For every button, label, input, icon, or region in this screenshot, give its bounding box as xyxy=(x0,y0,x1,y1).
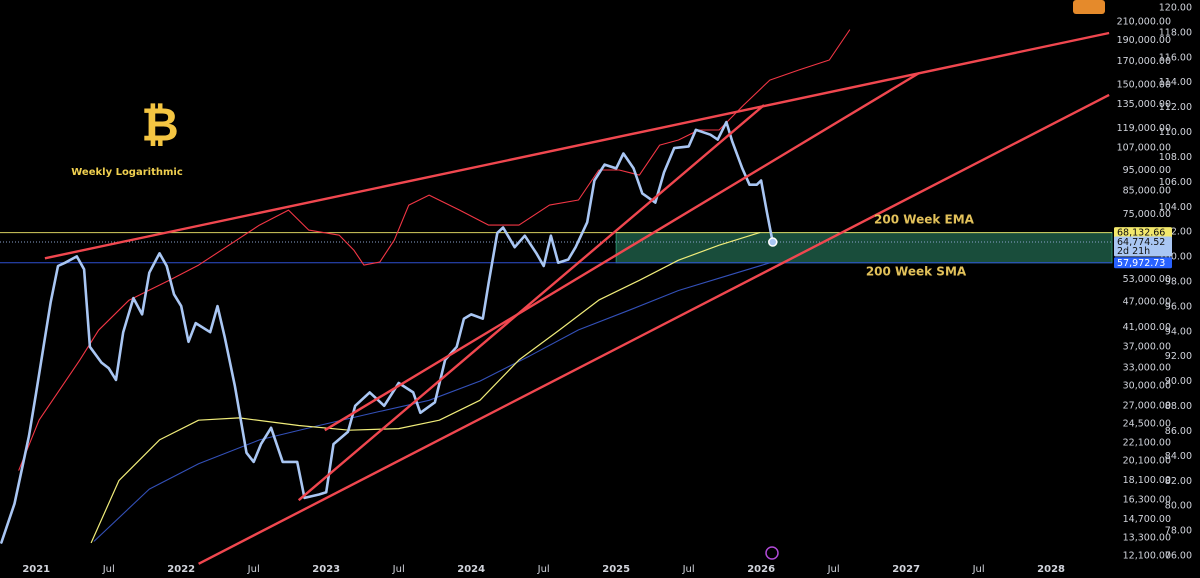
price-tag xyxy=(1114,227,1172,239)
trendline xyxy=(297,104,765,502)
y2-tick-label: 112.00 xyxy=(1159,102,1192,113)
series-line xyxy=(18,29,851,471)
y2-tick-label: 108.00 xyxy=(1159,152,1192,163)
x-tick-label: 2021 xyxy=(22,564,50,575)
y2-tick-label: 106.00 xyxy=(1159,177,1192,188)
y-tick-label: 75,000.00 xyxy=(1123,209,1171,220)
y2-tick-label: 98.00 xyxy=(1165,276,1192,287)
y2-tick-label: 82.00 xyxy=(1165,476,1192,487)
y2-tick-label: 114.00 xyxy=(1159,77,1192,88)
y-tick-label: 14,700.00 xyxy=(1123,514,1171,525)
y-tick-label: 27,000.00 xyxy=(1123,400,1171,411)
y-tick-label: 24,500.00 xyxy=(1123,418,1171,429)
logo: ₿ xyxy=(141,98,179,152)
y-tick-label: 13,300.00 xyxy=(1123,533,1171,544)
x-tick-label: Jul xyxy=(537,564,550,575)
y-tick-label: 95,000.00 xyxy=(1123,165,1171,176)
x-tick-label: 2022 xyxy=(167,564,195,575)
zone xyxy=(615,232,1113,264)
y2-tick-label: 102.00 xyxy=(1159,227,1192,238)
trendline xyxy=(44,31,1110,260)
y-tick-label: 16,300.00 xyxy=(1123,495,1171,506)
last-price-marker xyxy=(767,237,778,247)
ema-annotation: 200 Week EMA xyxy=(874,213,975,227)
y-tick-label: 150,000.00 xyxy=(1117,79,1171,90)
y2-tick-label: 88.00 xyxy=(1165,401,1192,412)
y2-tick-label: 92.00 xyxy=(1165,351,1192,362)
x-tick-label: Jul xyxy=(827,564,840,575)
price-tag-label: 64,774.52 xyxy=(1117,237,1165,248)
x-tick-label: 2027 xyxy=(892,564,920,575)
subtitle: Weekly Logarithmic xyxy=(71,167,183,178)
y2-tick-label: 110.00 xyxy=(1159,127,1192,138)
price-tag-label: 68,132.66 xyxy=(1117,228,1165,239)
y-tick-label: 18,100.00 xyxy=(1123,475,1171,486)
x-tick-label: 2026 xyxy=(747,564,775,575)
trendline xyxy=(324,71,920,432)
y2-tick-label: 80.00 xyxy=(1165,501,1192,512)
y2-tick-label: 90.00 xyxy=(1165,376,1192,387)
x-tick-label: Jul xyxy=(682,564,695,575)
y-tick-label: 41,000.00 xyxy=(1123,322,1171,333)
y2-tick-label: 104.00 xyxy=(1159,202,1192,213)
y-tick-label: 85,000.00 xyxy=(1123,186,1171,197)
price-tag-label: 57,972.73 xyxy=(1117,258,1165,269)
events-icon[interactable] xyxy=(765,546,779,560)
price-tag xyxy=(1114,257,1172,269)
x-tick-label: 2023 xyxy=(312,564,340,575)
y-tick-label: 47,000.00 xyxy=(1123,297,1171,308)
y-tick-label: 20,100.00 xyxy=(1123,455,1171,466)
price-tag xyxy=(1114,236,1172,257)
x-tick-label: 2024 xyxy=(457,564,485,575)
y2-tick-label: 100.00 xyxy=(1159,252,1192,263)
y2-tick-label: 116.00 xyxy=(1159,52,1192,63)
y2-tick-label: 118.00 xyxy=(1159,27,1192,38)
y-tick-label: 37,000.00 xyxy=(1123,341,1171,352)
x-tick-label: Jul xyxy=(972,564,985,575)
y-tick-label: 30,000.00 xyxy=(1123,381,1171,392)
trendline xyxy=(198,93,1110,565)
y-tick-label: 210,000.00 xyxy=(1117,16,1171,27)
x-tick-label: Jul xyxy=(392,564,405,575)
series-line xyxy=(90,232,761,544)
y2-tick-label: 96.00 xyxy=(1165,301,1192,312)
x-tick-label: Jul xyxy=(247,564,260,575)
y-tick-label: 170,000.00 xyxy=(1117,56,1171,67)
avatar-icon[interactable] xyxy=(1073,0,1105,14)
y-tick-label: 190,000.00 xyxy=(1117,35,1171,46)
series-line xyxy=(93,262,771,542)
y-tick-label: 107,000.00 xyxy=(1117,143,1171,154)
x-tick-label: 2025 xyxy=(602,564,630,575)
y2-tick-label: 94.00 xyxy=(1165,326,1192,337)
sma-annotation: 200 Week SMA xyxy=(866,265,967,279)
y-tick-label: 135,000.00 xyxy=(1117,99,1171,110)
y-tick-label: 53,000.00 xyxy=(1123,274,1171,285)
y2-tick-label: 78.00 xyxy=(1165,526,1192,537)
y-tick-label: 22,100.00 xyxy=(1123,438,1171,449)
y2-tick-label: 86.00 xyxy=(1165,426,1192,437)
y2-tick-label: 120.00 xyxy=(1159,2,1192,13)
plot-area xyxy=(0,29,1113,565)
x-tick-label: 2028 xyxy=(1037,564,1065,575)
y2-tick-label: 84.00 xyxy=(1165,451,1192,462)
price-tag-countdown: 2d 21h xyxy=(1117,246,1150,257)
y-tick-label: 12,100.00 xyxy=(1123,550,1171,561)
y-tick-label: 119,000.00 xyxy=(1117,123,1171,134)
y2-tick-label: 76.00 xyxy=(1165,551,1192,562)
y-tick-label: 33,000.00 xyxy=(1123,363,1171,374)
x-tick-label: Jul xyxy=(102,564,115,575)
